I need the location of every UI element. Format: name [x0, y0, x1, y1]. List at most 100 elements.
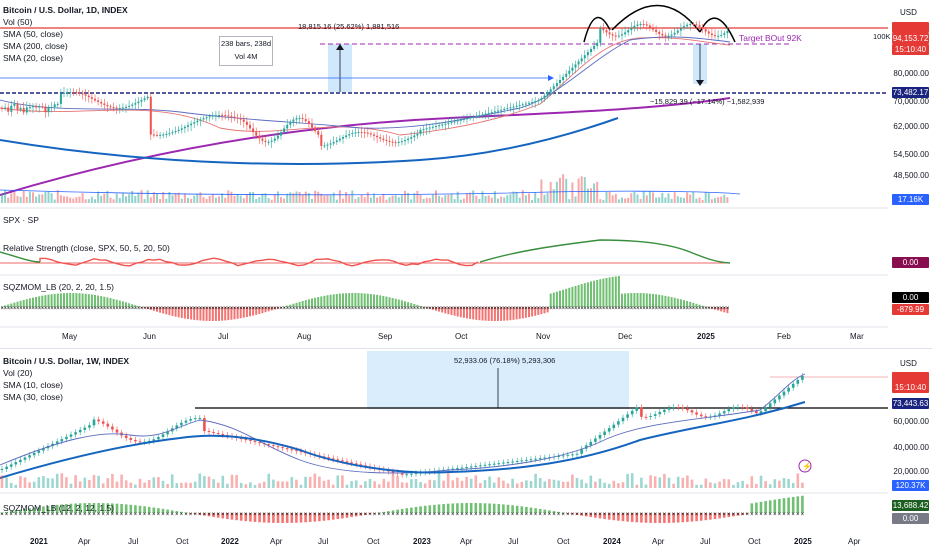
squeeze-bar [723, 307, 726, 313]
squeeze-dot: × [78, 512, 82, 518]
spx-label[interactable]: SPX · SP [3, 215, 39, 225]
squeeze-dot: × [125, 306, 129, 312]
squeeze-dot: × [423, 512, 427, 518]
candle [559, 80, 561, 84]
candle [469, 466, 473, 468]
legend-sma200[interactable]: SMA (200, close) [3, 41, 68, 51]
squeeze-dot: × [341, 512, 345, 518]
squeeze-dot: × [32, 306, 36, 312]
volume-bar [534, 192, 537, 203]
squeeze-bar [115, 503, 119, 513]
sqz-label-weekly[interactable]: SQZMOM_LB (12, 2, 12, 1.5) [3, 503, 115, 513]
squeeze-bar [640, 513, 643, 523]
rs-label[interactable]: Relative Strength (close, SPX, 50, 5, 20… [3, 243, 170, 253]
volume-bar [487, 195, 490, 203]
candle [710, 33, 713, 36]
squeeze-dot: × [459, 306, 463, 312]
squeeze-dot: × [649, 512, 653, 518]
squeeze-bar [552, 511, 556, 513]
candle [450, 122, 453, 124]
legend-sma30[interactable]: SMA (30, close) [3, 392, 63, 402]
squeeze-dot: × [16, 306, 20, 312]
volume-bar [115, 193, 118, 203]
time-label: 2025 [697, 332, 715, 341]
candle [689, 24, 692, 26]
volume-bar [66, 196, 69, 203]
squeeze-bar [699, 513, 703, 521]
candle [465, 467, 468, 469]
squeeze-dot: × [338, 306, 342, 312]
squeeze-dot: × [318, 512, 322, 518]
pane-separator[interactable] [0, 348, 932, 349]
squeeze-dot: × [515, 512, 519, 518]
lightning-icon[interactable] [798, 459, 812, 473]
time-label: 2022 [221, 537, 239, 546]
squeeze-dot: × [446, 512, 450, 518]
volume-bar [106, 478, 110, 488]
squeeze-bar [621, 513, 625, 522]
squeeze-bar [121, 301, 124, 307]
volume-bar [515, 191, 518, 203]
squeeze-bar [466, 307, 468, 319]
legend-vol20[interactable]: Vol (20) [3, 368, 33, 378]
volume-bar [261, 193, 264, 203]
squeeze-dot: × [253, 512, 257, 518]
candle [667, 408, 671, 410]
squeeze-dot: × [502, 512, 506, 518]
candle [681, 407, 685, 409]
volume-bar [414, 478, 418, 488]
squeeze-dot: × [230, 512, 234, 518]
squeeze-bar [9, 511, 13, 513]
currency-label-daily[interactable]: USD [900, 8, 917, 17]
squeeze-bar [502, 504, 505, 513]
candle [661, 33, 664, 36]
candle [520, 460, 524, 462]
volume-bar [419, 482, 422, 488]
candle [778, 395, 781, 400]
weekly-chart-pane[interactable]: × × × × × × × × × × × × × × × × × × × × × × × × × × × × × × × × × × × × × × × ×… [0, 350, 888, 535]
squeeze-dot: × [419, 512, 423, 518]
volume-bar [198, 473, 202, 488]
squeeze-dot: × [121, 306, 125, 312]
legend-sma50[interactable]: SMA (50, close) [3, 29, 63, 39]
legend-sma20[interactable]: SMA (20, close) [3, 53, 63, 63]
squeeze-dot: × [47, 306, 51, 312]
candle [331, 458, 335, 460]
volume-bar [111, 474, 114, 488]
squeeze-dot: × [128, 306, 132, 312]
squeeze-bar [487, 307, 490, 321]
volume-bar [590, 188, 592, 203]
weekly-chart-canvas: × × × × × × × × × × × × × × × × × × × × × × × × × × × × × × × × × × × × × × × ×… [0, 351, 888, 523]
sqz-label-daily[interactable]: SQZMOM_LB (20, 2, 20, 1.5) [3, 282, 115, 292]
candle [571, 67, 574, 71]
volume-bar [400, 195, 403, 203]
squeeze-dot: × [456, 306, 460, 312]
squeeze-bar [419, 305, 422, 307]
squeeze-bar [493, 307, 496, 321]
candle [524, 103, 527, 105]
squeeze-dot: × [689, 306, 693, 312]
volume-bar [537, 198, 540, 203]
volume-bar [664, 197, 667, 203]
daily-chart-pane[interactable]: × × × × × × × × × × × × × × × × × × × × × × × × × × × × × × × × × × × × × × × ×… [0, 0, 891, 340]
volume-bar [698, 197, 701, 203]
volume-bar [577, 178, 580, 203]
squeeze-dot: × [364, 512, 368, 518]
squeeze-bar [166, 509, 169, 513]
squeeze-dot: × [633, 306, 637, 312]
squeeze-bar [679, 299, 682, 307]
legend-sma10[interactable]: SMA (10, close) [3, 380, 63, 390]
currency-label-weekly[interactable]: USD [900, 359, 917, 368]
candle [159, 134, 162, 136]
squeeze-bar [354, 513, 358, 517]
volume-bar [47, 191, 50, 203]
squeeze-bar [100, 296, 103, 307]
volume-bar [538, 477, 542, 488]
squeeze-dot: × [492, 512, 496, 518]
candle [546, 92, 549, 96]
candle [679, 28, 682, 31]
legend-vol[interactable]: Vol (50) [3, 17, 33, 27]
squeeze-dot: × [490, 306, 494, 312]
squeeze-bar [396, 509, 399, 513]
volume-bar [649, 475, 652, 488]
